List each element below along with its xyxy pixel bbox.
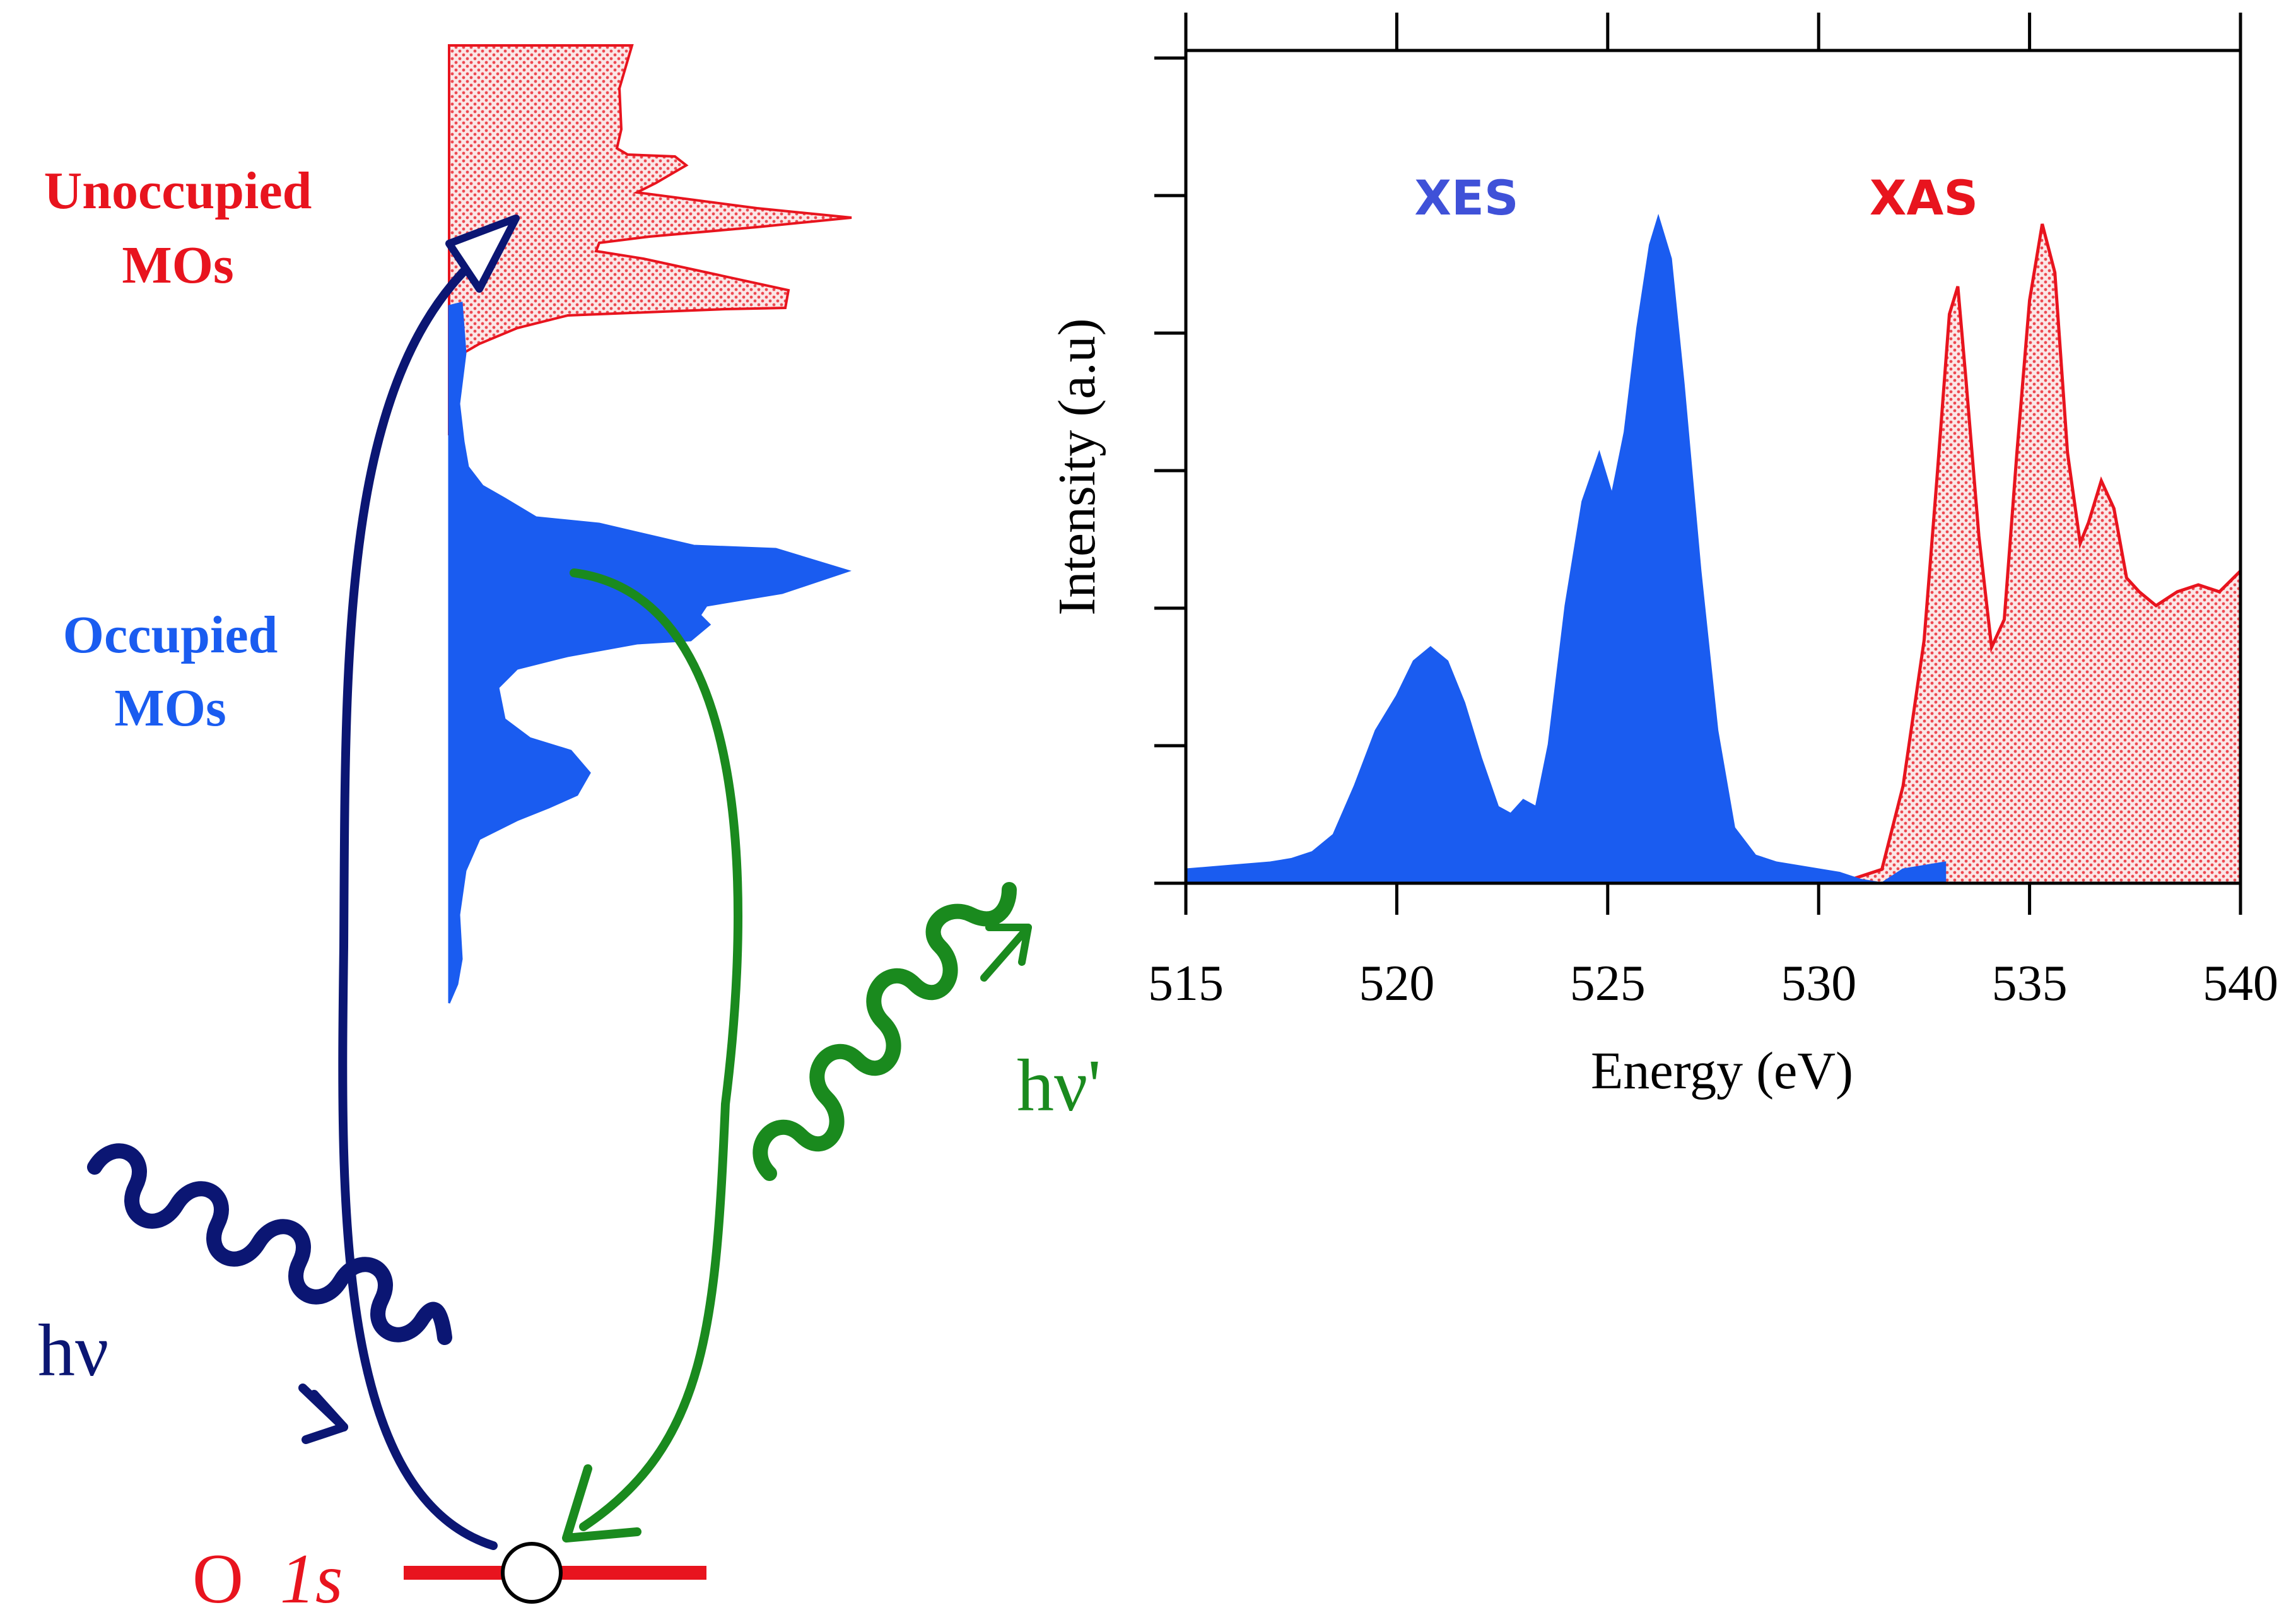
unoccupied-label-line2: MOs xyxy=(122,236,233,295)
incident-photon-label: hν xyxy=(38,1309,108,1392)
axis-layer: 515 520 525 530 535 540 xyxy=(1148,13,2278,1011)
energy-level-diagram: Unoccupied MOs Occupied MOs hν hν' O xyxy=(38,44,1101,1610)
emission-arrowhead-icon xyxy=(562,1464,641,1542)
x-tick-label-530: 530 xyxy=(1781,956,1856,1011)
series-area-xas xyxy=(1797,223,2242,885)
emission-transition-arrow xyxy=(570,568,742,1531)
occupied-dos-profile xyxy=(448,302,852,1004)
x-tick-label-520: 520 xyxy=(1359,956,1434,1011)
absorption-transition-arrow xyxy=(338,234,506,1550)
x-tick-label-535: 535 xyxy=(1992,956,2068,1011)
series-label-xes: XES xyxy=(1414,170,1518,226)
unoccupied-label-line1: Unoccupied xyxy=(44,162,312,220)
series-area-xes xyxy=(1185,213,1947,884)
x-axis-label: Energy (eV) xyxy=(1591,1042,1853,1100)
y-axis-label: Intensity (a.u) xyxy=(1048,318,1106,615)
occupied-label-line1: Occupied xyxy=(63,606,278,664)
absorption-arrowhead-icon xyxy=(445,214,520,293)
unoccupied-dos-profile xyxy=(448,44,852,435)
series-layer xyxy=(1185,213,2242,885)
x-tick-label-515: 515 xyxy=(1148,956,1224,1011)
series-label-xas: XAS xyxy=(1870,170,1978,226)
core-hole-icon xyxy=(501,1542,563,1604)
plot-frame xyxy=(1184,49,2242,885)
core-level-element: O xyxy=(192,1540,243,1610)
emitted-photon-label: hν' xyxy=(1017,1044,1101,1127)
emitted-photon-icon xyxy=(753,882,1032,1181)
incident-photon-icon xyxy=(87,1143,452,1444)
occupied-label-line2: MOs xyxy=(114,679,226,737)
core-level-label: O 1s xyxy=(192,1540,343,1610)
x-tick-label-540: 540 xyxy=(2203,956,2278,1011)
xes-xas-chart: 515 520 525 530 535 540 XES XAS Energy (eV) I… xyxy=(1048,13,2278,1100)
x-tick-label-525: 525 xyxy=(1570,956,1646,1011)
core-level-orbital: 1s xyxy=(280,1540,343,1610)
